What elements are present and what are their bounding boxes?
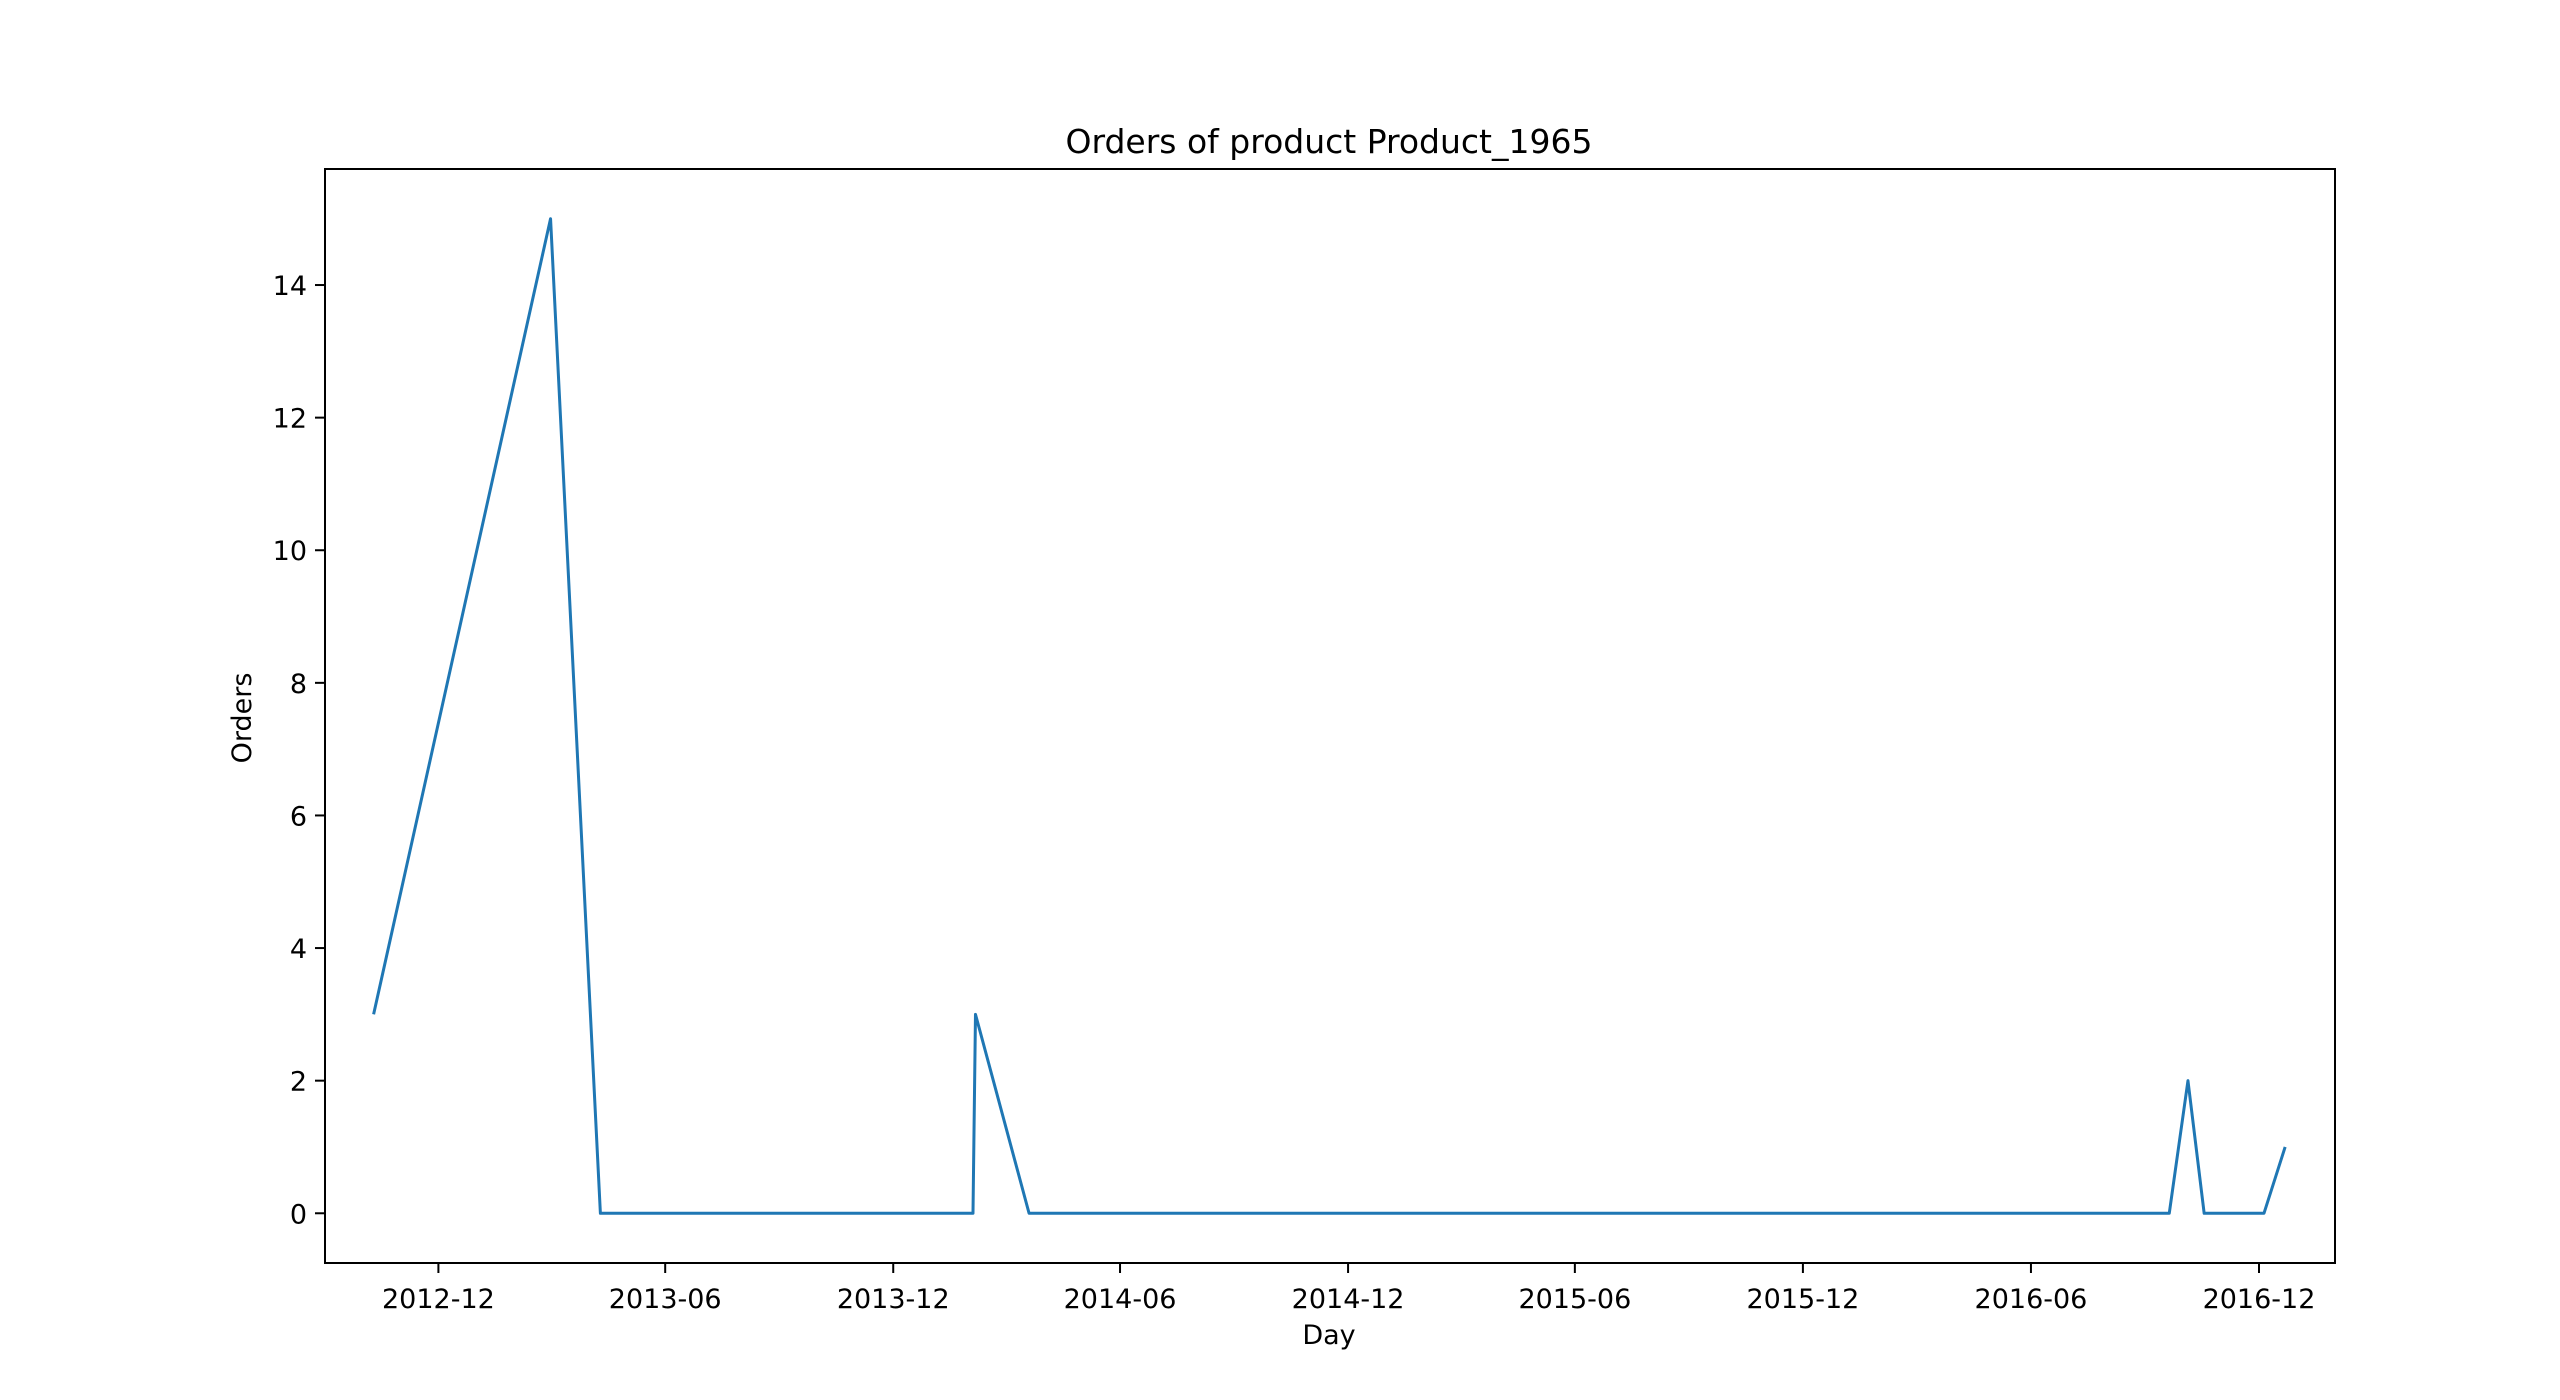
x-tick-label: 2016-12: [2203, 1284, 2316, 1315]
x-tick-label: 2012-12: [382, 1284, 495, 1315]
y-tick-label: 14: [273, 271, 307, 302]
y-tick-label: 4: [290, 934, 307, 965]
x-tick-label: 2016-06: [1975, 1284, 2088, 1315]
x-tick-label: 2013-12: [837, 1284, 950, 1315]
x-tick-label: 2015-12: [1746, 1284, 1859, 1315]
axes-frame: [324, 168, 2336, 1264]
x-tick-label: 2014-06: [1064, 1284, 1177, 1315]
series-line-0: [372, 217, 2287, 1215]
y-axis-ticks: 0 2 4 6 8 10 12 14: [273, 271, 325, 1230]
y-tick-label: 0: [290, 1199, 307, 1230]
x-axis-label: Day: [1302, 1320, 1355, 1351]
x-tick-label: 2013-06: [609, 1284, 722, 1315]
y-axis-label: Orders: [227, 673, 258, 764]
y-tick-label: 2: [290, 1067, 307, 1098]
plot-area: [372, 217, 2287, 1215]
y-tick-label: 6: [290, 801, 307, 832]
x-axis-ticks: 2012-12 2013-06 2013-12 2014-06 2014-12 2015-…: [382, 1263, 2315, 1315]
y-tick-label: 8: [290, 669, 307, 700]
x-tick-label: 2015-06: [1518, 1284, 1631, 1315]
x-tick-label: 2014-12: [1292, 1284, 1405, 1315]
y-tick-label: 10: [273, 536, 307, 567]
chart-title: Orders of product Product_1965: [1066, 122, 1593, 161]
y-tick-label: 12: [273, 404, 307, 435]
